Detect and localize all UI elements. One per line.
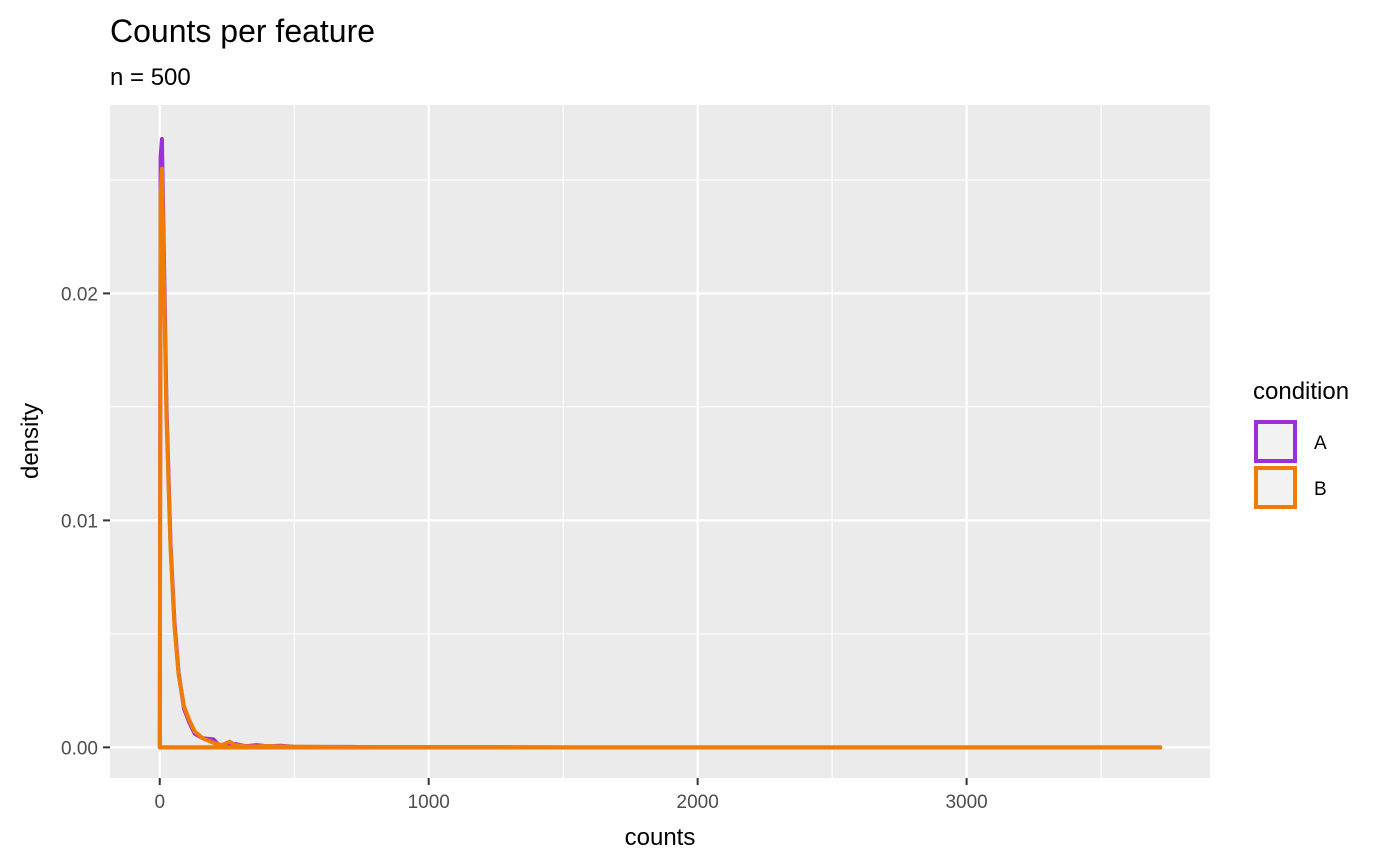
y-tick-label: 0.00 bbox=[61, 738, 98, 759]
x-axis-title: counts bbox=[625, 824, 696, 851]
legend-label-a: A bbox=[1314, 433, 1327, 454]
legend: condition A B bbox=[1253, 378, 1349, 509]
series-line-b bbox=[157, 166, 1163, 750]
x-tick-label: 3000 bbox=[945, 792, 987, 813]
x-tick-label: 2000 bbox=[677, 792, 719, 813]
x-tick-label: 0 bbox=[154, 792, 165, 813]
legend-label-b: B bbox=[1314, 479, 1327, 500]
chart-subtitle: n = 500 bbox=[110, 64, 191, 91]
axes: 0 1000 2000 3000 0.00 0.01 0.02 bbox=[61, 284, 988, 813]
series-layer bbox=[157, 137, 1163, 750]
y-tick-label: 0.01 bbox=[61, 511, 98, 532]
y-tick-label: 0.02 bbox=[61, 284, 98, 305]
x-tick-label: 1000 bbox=[408, 792, 450, 813]
chart-title: Counts per feature bbox=[110, 13, 375, 49]
legend-key-b bbox=[1254, 466, 1297, 509]
legend-title: condition bbox=[1253, 378, 1349, 405]
y-axis-title: density bbox=[17, 403, 44, 479]
legend-key-a bbox=[1254, 420, 1297, 463]
plot-panel bbox=[110, 105, 1210, 778]
